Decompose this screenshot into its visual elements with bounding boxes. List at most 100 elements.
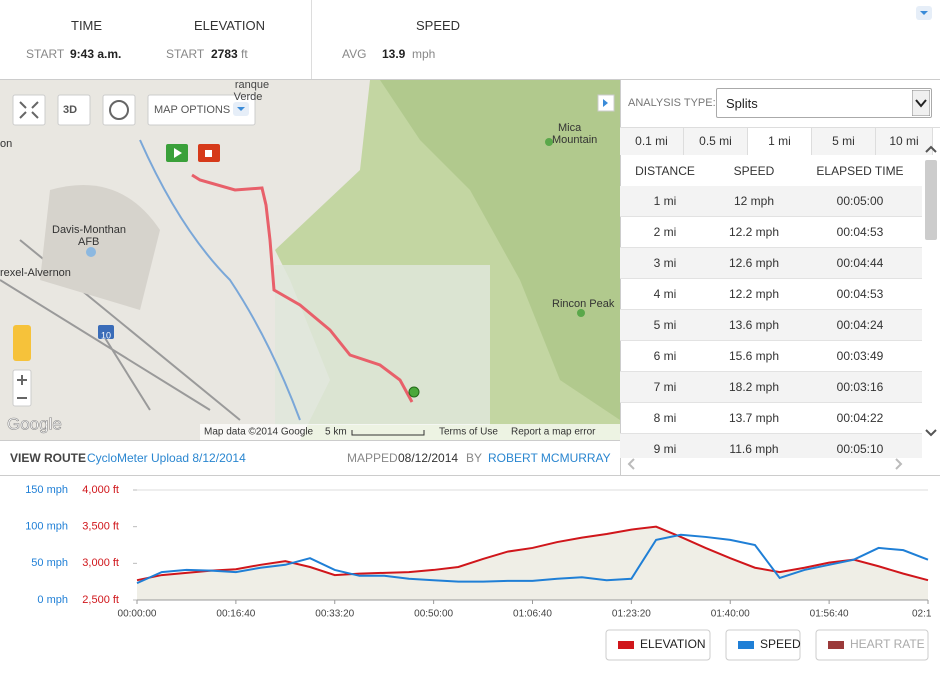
analysis-select[interactable]: Splits <box>716 88 932 118</box>
collapse-button[interactable] <box>916 6 932 20</box>
cell: 00:04:53 <box>836 287 884 301</box>
legend-button[interactable] <box>725 629 801 661</box>
table-row: 7 mi 18.2 mph 00:03:16 <box>620 372 922 403</box>
attribution[interactable]: Terms of Use <box>439 427 498 438</box>
map-logo: Google <box>7 414 62 433</box>
tab[interactable]: 1 mi <box>748 128 812 155</box>
divider <box>0 475 940 476</box>
table-row: 4 mi 12.2 mph 00:04:53 <box>620 279 922 310</box>
value: 13.9 <box>382 47 406 61</box>
cell: 12.2 mph <box>728 287 780 301</box>
legend-button[interactable] <box>605 629 711 661</box>
route-footer <box>0 440 620 476</box>
place-label: Rincon Peak <box>552 298 615 310</box>
selected: Splits <box>726 96 758 111</box>
table-row: 2 mi 12.2 mph 00:04:53 <box>620 217 922 248</box>
place-label: on <box>0 138 12 150</box>
cell: 00:05:00 <box>836 194 884 208</box>
date: 08/12/2014 <box>398 451 459 465</box>
value: 9:43 a.m. <box>70 47 122 61</box>
unit: ft <box>241 47 248 61</box>
heading: ELEVATION <box>194 18 266 33</box>
table-row: 1 mi 12 mph 00:05:00 <box>620 186 922 217</box>
y2-tick-label: 2,500 ft <box>82 594 119 606</box>
place-label: Davis-Monthan <box>52 224 126 236</box>
x-tick-label: 00:00:00 <box>118 609 157 620</box>
cell: 00:04:24 <box>836 318 884 332</box>
place-label: Mountain <box>552 134 597 146</box>
route-link[interactable]: CycloMeter Upload 8/12/2014 <box>87 451 246 465</box>
y-tick-label: 50 mph <box>31 557 68 569</box>
unit: mph <box>412 47 436 61</box>
cell: 12.6 mph <box>728 256 780 270</box>
cell: 4 mi <box>653 287 677 301</box>
legend-label: SPEED <box>760 637 801 651</box>
place-label: Verde <box>234 91 263 103</box>
tab[interactable]: 10 mi <box>876 128 933 155</box>
cell: 00:04:44 <box>836 256 884 270</box>
y2-tick-label: 4,000 ft <box>82 484 119 496</box>
elevation-area <box>137 526 928 600</box>
cell: 18.2 mph <box>728 380 780 394</box>
scrollbar[interactable] <box>922 140 940 440</box>
cell: 2 mi <box>653 225 677 239</box>
tab[interactable]: 0.5 mi <box>684 128 748 155</box>
x-tick-label: 01:40:00 <box>711 609 750 620</box>
label: START <box>166 47 205 61</box>
series-line <box>136 525 929 582</box>
x-tick-label: 02:1 <box>912 609 932 620</box>
place-label: rexel-Alvernon <box>0 267 71 279</box>
legend-label: ELEVATION <box>640 637 706 651</box>
place-label: 10 <box>101 330 111 340</box>
place-label: Mica <box>558 122 582 134</box>
cell: 15.6 mph <box>728 349 780 363</box>
x-tick-label: 01:06:40 <box>513 609 552 620</box>
view-3d[interactable]: 3D <box>63 104 77 116</box>
scrollbar-graphic <box>925 145 937 437</box>
cell: 00:05:10 <box>836 442 884 456</box>
cell: 3 mi <box>653 256 677 270</box>
column-header: SPEED <box>733 164 775 178</box>
icon <box>920 11 928 15</box>
attribution: 5 km <box>325 427 347 438</box>
cell: 9 mi <box>653 442 677 456</box>
series-line <box>136 533 929 585</box>
splits-table: DISTANCE SPEED ELAPSED TIME 1 mi 12 mph 00:05… <box>620 155 922 458</box>
cell: 00:03:49 <box>836 349 884 363</box>
place-label: ranque <box>235 80 269 91</box>
cell: 1 mi <box>653 194 677 208</box>
y2-tick-label: 3,500 ft <box>82 521 119 533</box>
x-tick-label: 00:16:40 <box>216 609 255 620</box>
tab[interactable]: 0.1 mi <box>620 128 684 155</box>
legend-button[interactable] <box>815 629 929 661</box>
value: 2783 <box>211 47 238 61</box>
label: MAPPED <box>347 451 398 465</box>
y-tick-label: 100 mph <box>25 521 68 533</box>
author-link[interactable]: ROBERT MCMURRAY <box>488 451 611 465</box>
cell: 7 mi <box>653 380 677 394</box>
table-row: 3 mi 12.6 mph 00:04:44 <box>620 248 922 279</box>
label: VIEW ROUTE <box>10 451 87 465</box>
attribution: Map data ©2014 Google <box>204 427 314 438</box>
h-scrollbar[interactable] <box>620 456 922 472</box>
place-label: AFB <box>78 236 99 248</box>
table-row: 8 mi 13.7 mph 00:04:22 <box>620 403 922 434</box>
y2-tick-label: 3,000 ft <box>82 557 119 569</box>
x-tick-label: 00:50:00 <box>414 609 453 620</box>
map-options[interactable]: MAP OPTIONS <box>154 104 230 116</box>
tab[interactable]: 5 mi <box>812 128 876 155</box>
cell: 12 mph <box>733 194 775 208</box>
heading: TIME <box>71 18 103 33</box>
attribution[interactable]: Report a map error <box>511 427 596 438</box>
dropdown-arrow <box>912 90 930 116</box>
cell: 13.6 mph <box>728 318 780 332</box>
cell: 5 mi <box>653 318 677 332</box>
label: BY <box>466 451 483 465</box>
cell: 6 mi <box>653 349 677 363</box>
cell: 8 mi <box>653 411 677 425</box>
column-header: ELAPSED TIME <box>816 164 904 178</box>
table-row: 9 mi 11.6 mph 00:05:10 <box>620 434 922 458</box>
label: AVG <box>342 47 367 61</box>
